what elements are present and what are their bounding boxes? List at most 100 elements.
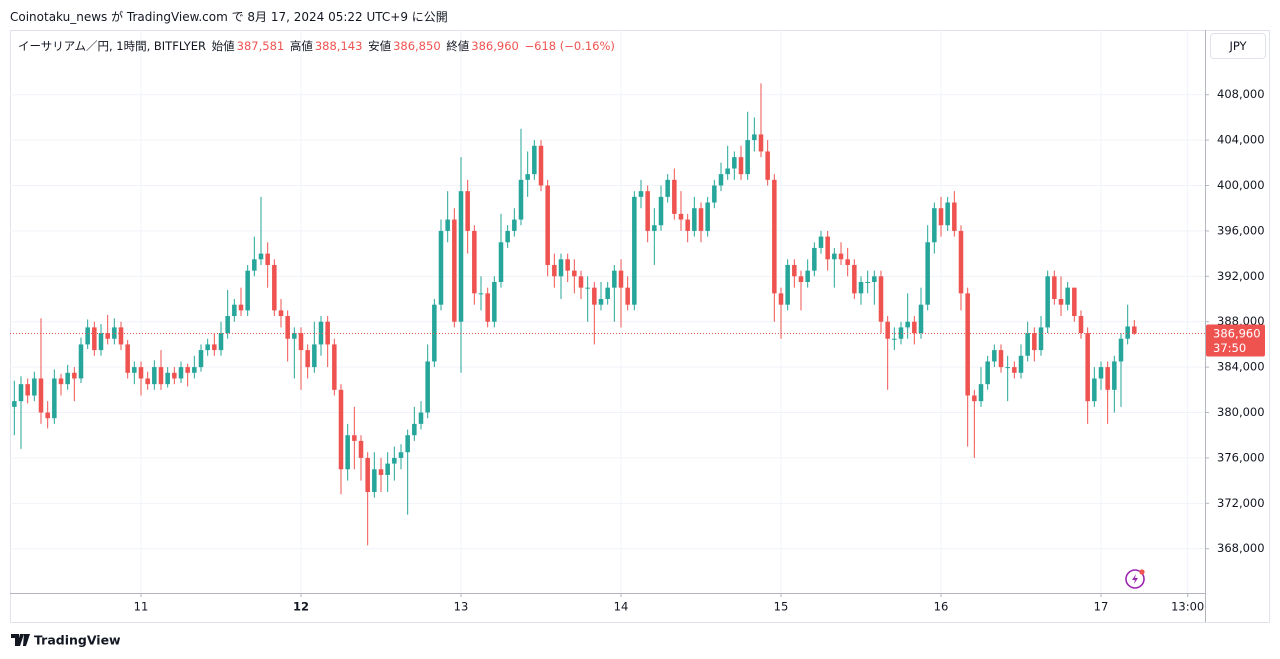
brand: TradingView — [34, 633, 121, 648]
candle-body — [938, 208, 944, 226]
ohlc-value: 387,581 — [236, 39, 285, 53]
currency-button[interactable]: JPY — [1210, 33, 1266, 59]
candle-body — [838, 253, 844, 260]
candle-body — [932, 208, 937, 243]
candle-body — [325, 321, 330, 345]
candle-body — [1045, 276, 1050, 328]
candle-body — [92, 327, 97, 351]
candle-body — [485, 293, 490, 322]
candle-body — [65, 372, 70, 385]
ohlc-label: 始値 — [211, 39, 235, 53]
candle-body — [132, 367, 137, 373]
candle-body — [858, 281, 864, 294]
candle-body — [545, 185, 550, 265]
candle-body — [892, 338, 897, 340]
candle-body — [505, 230, 510, 243]
y-tick-label: 380,000 — [1217, 405, 1265, 419]
legend: イーサリアム／円, 1時間, BITFLYER 始値 387,581 高値 388,… — [18, 38, 617, 54]
candle-body — [1012, 367, 1017, 373]
candle-body — [745, 140, 750, 175]
candle-body — [732, 157, 737, 169]
candle-body — [798, 276, 804, 282]
candle-body — [792, 264, 797, 277]
candle-body — [925, 242, 930, 305]
candle-body — [112, 327, 117, 339]
candle-body — [685, 219, 690, 231]
candle-body — [412, 423, 417, 436]
y-tick-label: 368,000 — [1217, 541, 1265, 555]
candle-body — [338, 389, 344, 470]
y-tick-label: 396,000 — [1217, 223, 1265, 237]
candle-body — [498, 242, 504, 282]
candle-body — [372, 469, 377, 492]
x-tick-label: 13:00 — [1171, 600, 1204, 614]
candle-body — [572, 270, 577, 277]
candle-body — [198, 350, 204, 368]
candle-body — [612, 270, 617, 288]
candle-body — [32, 378, 37, 396]
candle-body — [458, 191, 464, 322]
candle-body — [152, 367, 157, 385]
candle-body — [845, 259, 850, 265]
candle-body — [718, 174, 724, 186]
candle-body — [665, 179, 670, 197]
candle-body — [852, 264, 857, 294]
candle-body — [105, 333, 110, 339]
x-tick-label: 15 — [774, 600, 789, 614]
candle-body — [392, 457, 397, 464]
candle-body — [272, 264, 277, 311]
candle-body — [225, 316, 230, 334]
candle-body — [445, 219, 450, 231]
candle-body — [725, 168, 730, 175]
candle-body — [832, 253, 837, 260]
published-info: Coinotaku_news が TradingView.com で 8月 17… — [10, 10, 448, 24]
candle-body — [1005, 367, 1010, 369]
ohlc-label: 高値 — [289, 39, 313, 53]
candle-body — [1098, 367, 1104, 379]
candle-body — [592, 287, 597, 305]
candle-body — [785, 264, 790, 305]
candle-body — [365, 457, 370, 492]
candle-body — [318, 321, 324, 345]
candle-body — [998, 350, 1004, 368]
candle-body — [252, 259, 257, 271]
candle-body — [912, 321, 917, 334]
candle-body — [825, 236, 830, 260]
candle-body — [192, 367, 197, 373]
candle-body — [158, 367, 164, 385]
candle-body — [178, 367, 184, 379]
candle-body — [552, 264, 557, 277]
candle-body — [385, 463, 390, 475]
candle-body — [265, 253, 270, 265]
candle-body — [1085, 333, 1090, 402]
candle-body — [258, 253, 264, 260]
candle-body — [598, 299, 604, 305]
candle-body — [972, 395, 977, 402]
candle-body — [472, 230, 477, 294]
candle-body — [1025, 333, 1030, 356]
y-tick-label: 376,000 — [1217, 450, 1265, 464]
candle-body — [765, 151, 770, 180]
candle-body — [872, 276, 877, 282]
candle-body — [518, 179, 524, 220]
candle-body — [978, 384, 984, 402]
candle-body — [578, 276, 584, 288]
candle-body — [98, 333, 104, 351]
candle-body — [652, 225, 657, 231]
ohlc-value: 388,143 — [314, 39, 363, 53]
candle-body — [645, 191, 650, 231]
candle-body — [72, 372, 77, 379]
candle-body — [432, 304, 437, 362]
candle-body — [1052, 276, 1057, 300]
ohlc-label: 安値 — [368, 39, 392, 53]
last-price-tag — [1206, 324, 1265, 357]
candle-body — [305, 350, 310, 368]
symbol: イーサリアム／円, 1時間, BITFLYER — [18, 39, 206, 53]
y-tick-label: 384,000 — [1217, 360, 1265, 374]
candle-body — [1065, 287, 1070, 305]
candle-body — [658, 196, 664, 226]
candle-body — [885, 321, 890, 339]
candle-body — [492, 281, 497, 322]
candle-body — [778, 293, 784, 305]
